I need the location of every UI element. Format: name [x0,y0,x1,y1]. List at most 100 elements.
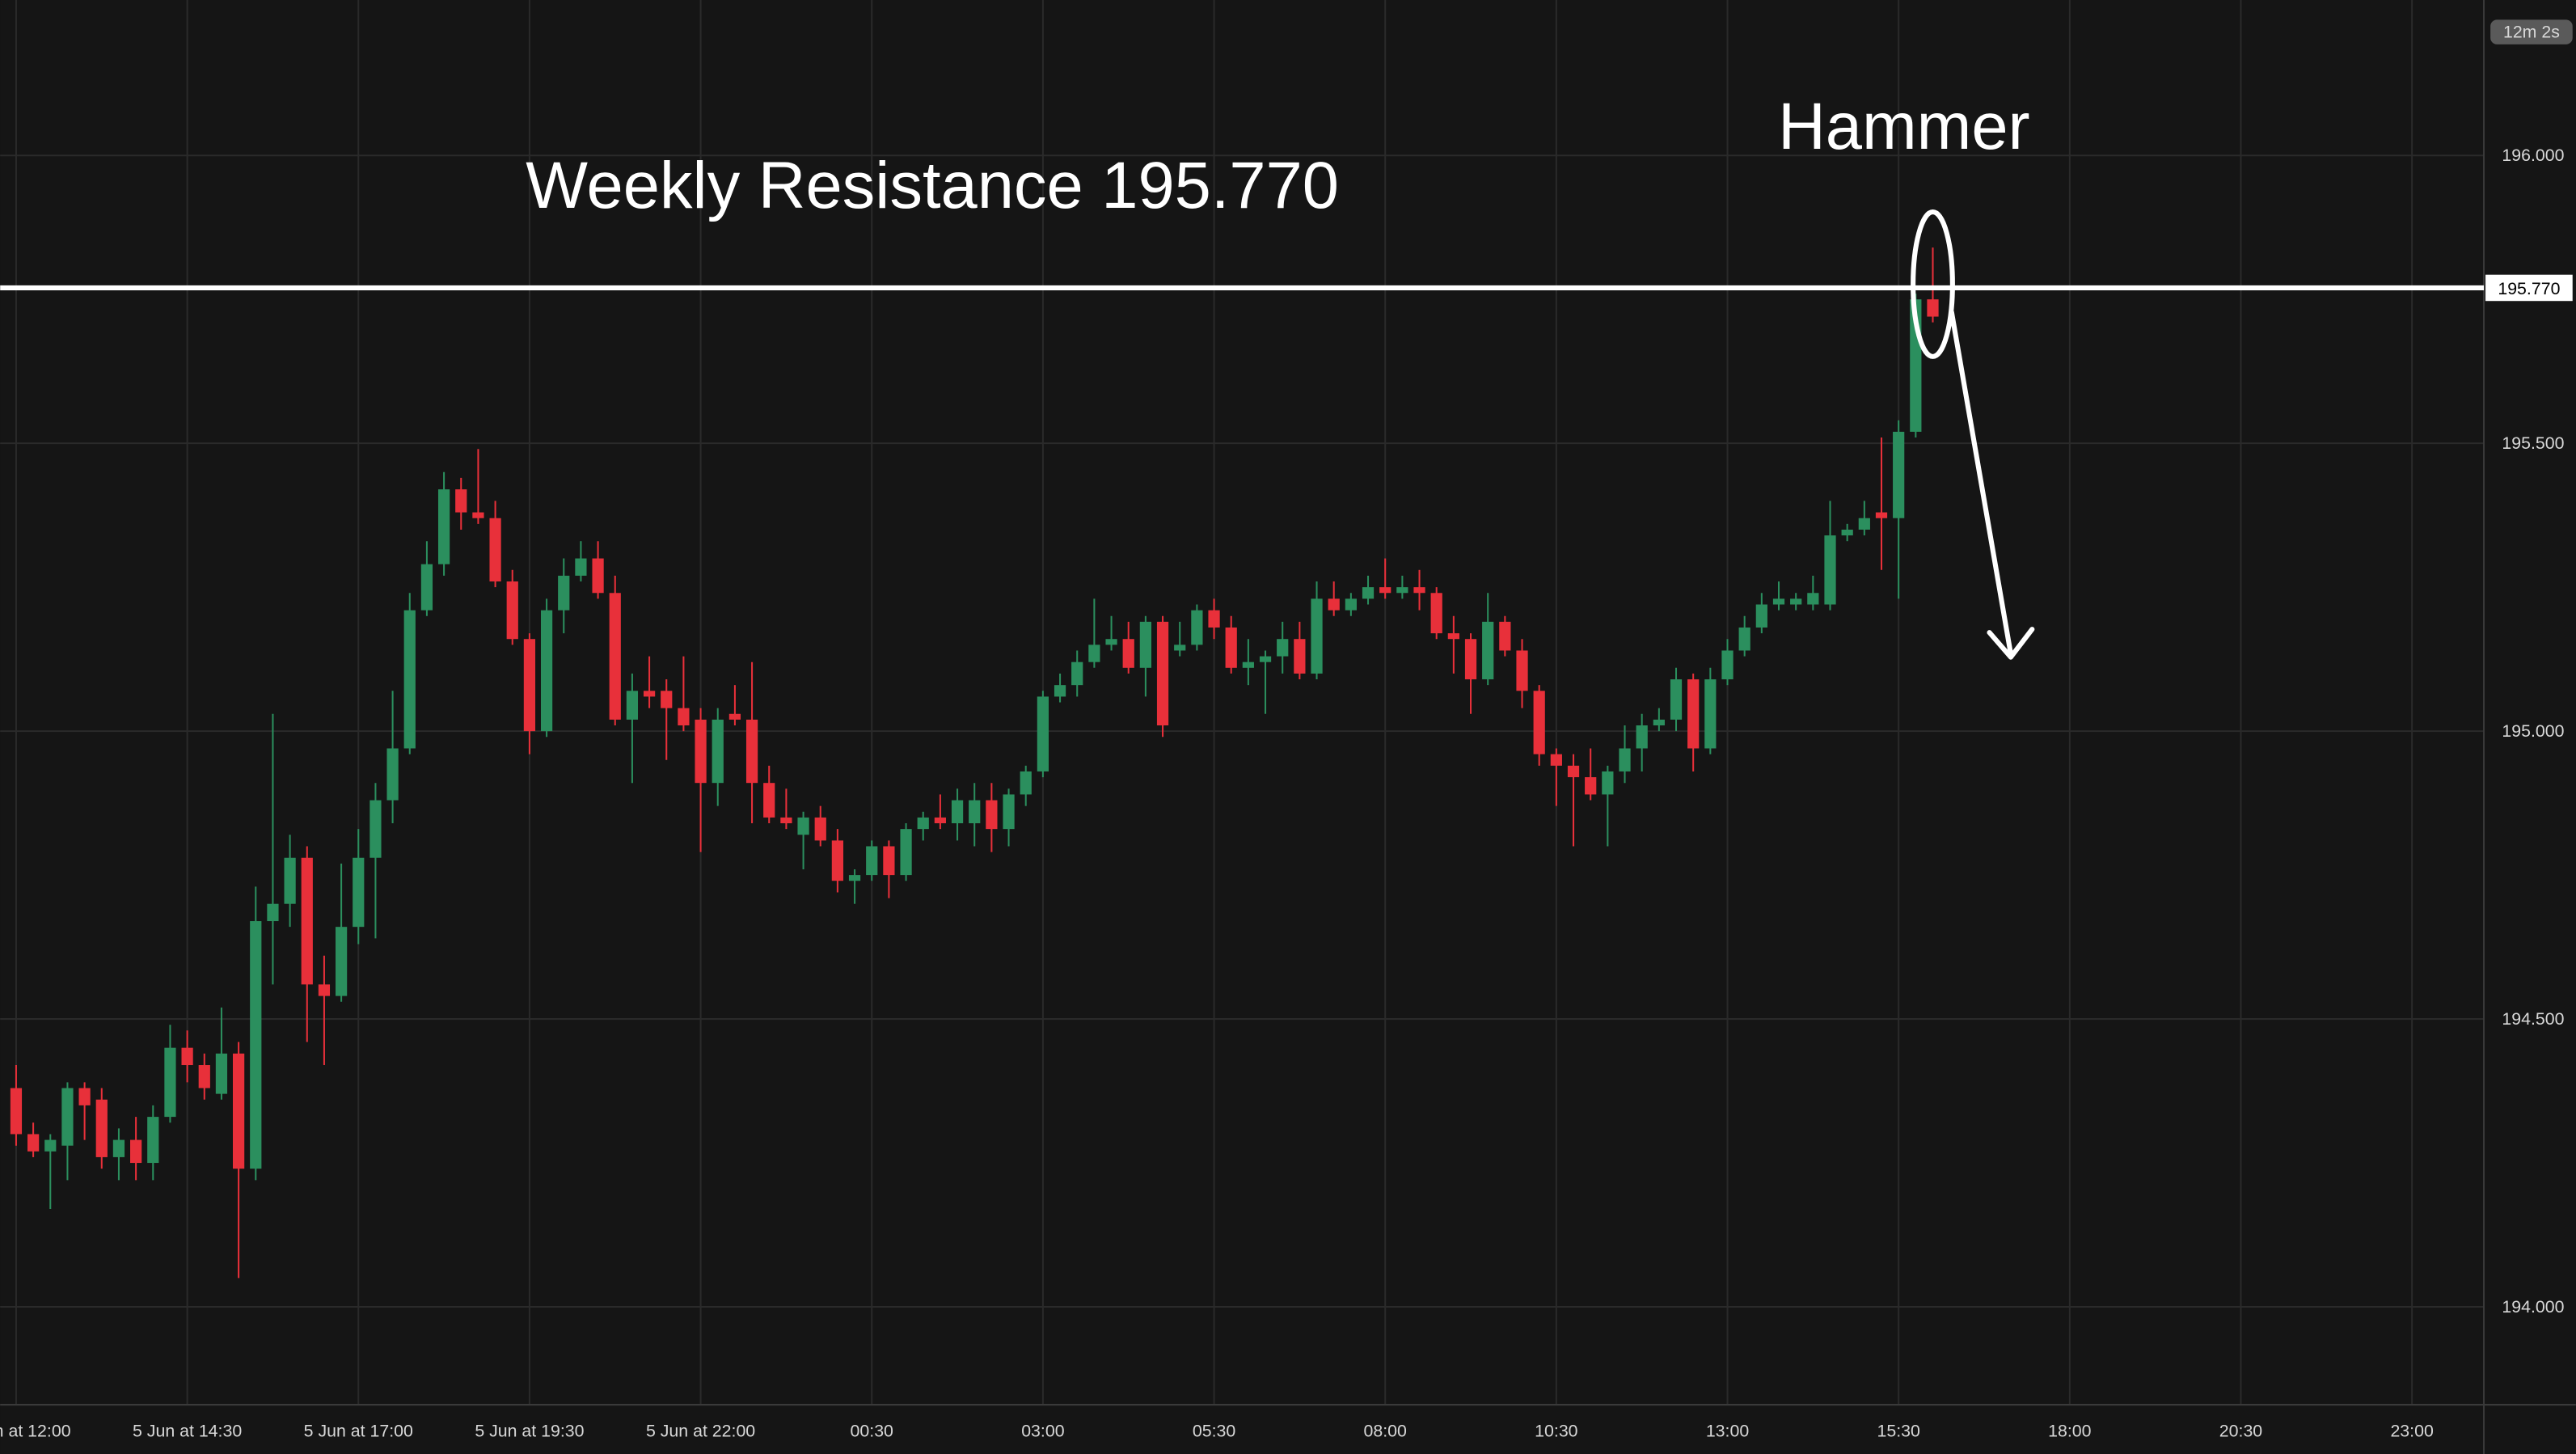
countdown-box [2490,19,2573,44]
candle-body [403,610,416,749]
candle-body [267,903,279,922]
candle-body [335,927,348,996]
candle-body [575,558,587,576]
candle-body [506,581,518,640]
candle-body [1755,604,1767,628]
candle-body [489,518,501,582]
candle-body [712,719,724,784]
candle-body [883,846,895,876]
x-tick-label: 5 Jun at 12:00 [0,1422,71,1441]
candle-body [1790,598,1802,605]
candle-body [1328,598,1340,611]
y-tick-label: 194.500 [2502,1009,2564,1029]
candle-body [61,1088,74,1146]
candle-body [831,840,844,881]
candle-body [1602,771,1614,795]
hammer-ellipse [1911,209,1955,359]
candle-body [1875,512,1888,518]
candle-body [112,1139,125,1157]
candle-body [1362,587,1375,599]
candle-body [763,783,775,818]
candle-body [284,857,296,904]
candle-body [780,817,792,824]
candles [10,247,1939,1279]
x-tick-label: 13:00 [1706,1422,1750,1441]
candle-body [318,984,331,996]
candle-body [1208,610,1220,628]
candle-body [147,1117,159,1164]
candle-body [437,489,450,564]
candle-body [1088,645,1100,662]
y-tick-label: 196.000 [2502,146,2564,165]
candle-body [1841,529,1853,536]
candle-body [1003,794,1015,830]
y-tick-label: 195.500 [2502,433,2564,453]
candle-body [129,1139,142,1164]
candle-body [626,691,639,720]
candle-body [420,564,433,611]
candle-body [44,1139,57,1152]
candle-body [1122,639,1134,668]
x-tick-label: 5 Jun at 14:30 [133,1422,242,1441]
candle-body [1020,771,1032,795]
candle-body [1191,610,1203,645]
candle-body [78,1088,91,1105]
x-tick-label: 08:00 [1364,1422,1408,1441]
candle-body [1259,656,1272,662]
candle-body [643,691,656,697]
candle-body [1585,777,1597,795]
candle-body [1772,598,1785,605]
candle-body [1499,621,1511,651]
candle-body [27,1134,40,1152]
candle-body [370,800,382,858]
candle-body [1277,639,1289,657]
candle-body [198,1065,210,1088]
candle-body [1156,621,1169,726]
candle-body [1413,587,1425,594]
candle-body [558,575,570,611]
candle-body [592,558,604,594]
candle-body [951,800,964,824]
candle-body [1653,719,1665,726]
candle-body [609,593,621,720]
candle-body [1037,696,1049,771]
candle-body [1704,679,1717,749]
candle-body [1738,627,1750,651]
candle-body [1824,535,1836,605]
candle-body [900,829,912,876]
candle-body [695,719,707,784]
overlay: 195.770 [0,209,2573,359]
candle-body [540,610,553,732]
candle-body [1619,748,1631,771]
resistance-price-label: 195.770 [2498,279,2560,298]
candle-body [1105,639,1117,645]
candle-body [728,713,741,720]
candle-body [934,817,947,824]
candle-body [232,1053,245,1169]
candle-body [678,708,690,726]
resistance-text: Weekly Resistance 195.770 [526,149,1339,222]
candle-body [1345,598,1357,611]
candle-body [1858,518,1870,530]
candle-body [1139,621,1151,668]
candle-body [1447,633,1459,640]
resistance-price-box [2485,274,2573,302]
candle-body [250,921,262,1169]
candle-body [1670,679,1683,720]
candle-body [1242,661,1254,668]
candle-body [866,846,878,876]
x-tick-label: 15:30 [1877,1422,1920,1441]
candle-body [215,1053,228,1094]
candle-body [969,800,981,824]
candle-body [1533,691,1545,754]
candle-body [1311,598,1323,674]
x-tick-label: 5 Jun at 17:00 [304,1422,413,1441]
candle-body [1379,587,1391,594]
x-tick-label: 05:30 [1193,1422,1236,1441]
candle-body [455,489,467,513]
x-tick-label: 23:00 [2390,1422,2434,1441]
arrow [1949,309,2035,660]
y-tick-label: 195.000 [2502,721,2564,741]
